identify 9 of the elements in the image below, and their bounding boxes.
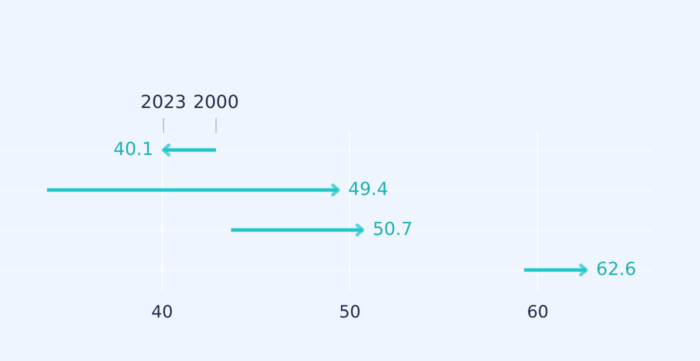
data-label: 50.7 <box>372 219 413 240</box>
x-tick-label: 50 <box>339 302 361 322</box>
data-label: 40.1 <box>113 139 154 160</box>
text: 2000 <box>193 92 239 113</box>
text: 2023 <box>140 92 186 113</box>
data-label: 49.4 <box>348 179 388 200</box>
x-tick-label: 60 <box>526 302 549 322</box>
data-label: 62.6 <box>596 259 636 280</box>
x-tick-label: 40 <box>151 302 173 322</box>
